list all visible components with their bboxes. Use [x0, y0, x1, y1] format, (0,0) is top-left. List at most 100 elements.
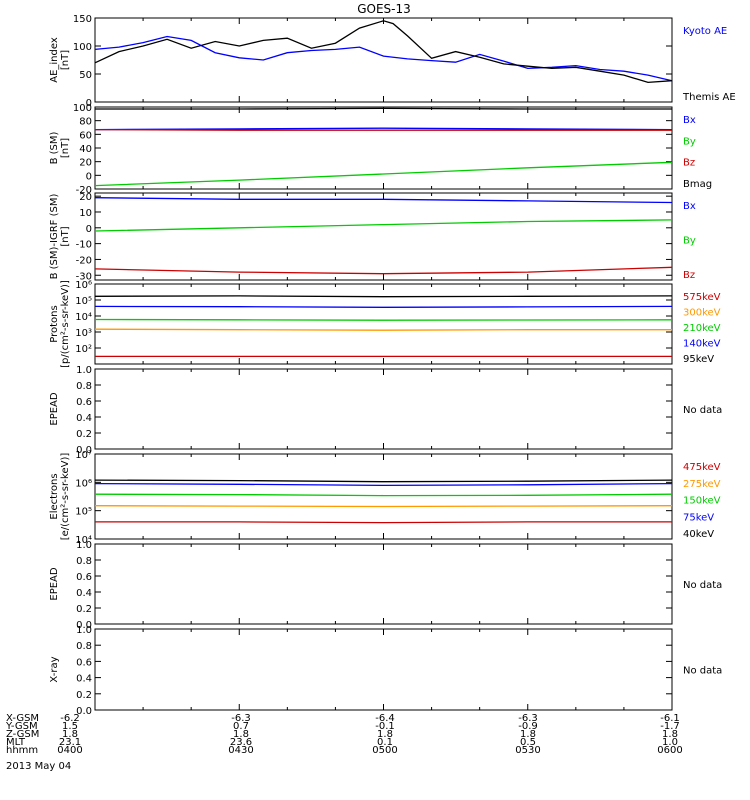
y-tick-label: 80 [79, 117, 92, 128]
series-line [94, 479, 673, 483]
legend-entry: Bz [683, 270, 695, 281]
y-tick-label: 60 [79, 130, 92, 141]
panel-frame [94, 192, 673, 281]
legend-entry: Bx [683, 201, 696, 212]
footer-row-xgsm: X-GSM -6.2 -6.3 -6.4 -6.3 -6.1 [6, 713, 750, 724]
panel-frame [94, 106, 673, 190]
legend-entry: Themis AE [682, 92, 736, 103]
legend-entry: Bx [683, 115, 696, 126]
footer-value: 0530 [515, 745, 541, 756]
footer-label: hhmm [6, 745, 39, 756]
y-tick-label: 50 [79, 70, 92, 81]
series-line [94, 266, 673, 275]
series-line [94, 493, 673, 497]
y-tick-label: 0.6 [76, 397, 92, 408]
footer-value: 0430 [228, 745, 254, 756]
legend-entry: 575keV [683, 292, 721, 303]
footer-value: 1.0 [662, 737, 678, 748]
series-line [94, 197, 673, 204]
footer-row-zgsm: Z-GSM 1.8 1.8 1.8 1.8 1.8 [6, 729, 750, 740]
legend-entry: 210keV [683, 323, 721, 334]
chart-title: GOES-13 [357, 2, 411, 16]
series-line [94, 295, 673, 298]
footer-value: -0.9 [518, 721, 538, 732]
y-axis-label: [e/(cm²-s-sr-keV)] [60, 453, 71, 541]
y-tick-label: 0.4 [76, 588, 92, 599]
series-line [94, 328, 672, 331]
no-data-label: No data [683, 666, 722, 677]
series-line [94, 305, 673, 308]
y-tick-label: 10⁶ [75, 280, 92, 291]
footer-value: -6.3 [518, 713, 538, 724]
footer-value: 0500 [372, 745, 398, 756]
y-tick-label: 1.0 [76, 365, 92, 376]
series-line [94, 20, 673, 84]
panel-frame [94, 628, 673, 711]
legend-entry: 40keV [683, 529, 714, 540]
footer-value: 1.8 [662, 729, 678, 740]
y-tick-label: 10⁴ [75, 312, 92, 323]
legend-entry: 300keV [683, 308, 721, 319]
orbit-footer: X-GSM -6.2 -6.3 -6.4 -6.3 -6.1 Y-GSM 1.5… [6, 713, 750, 800]
y-tick-label: 0.8 [76, 381, 92, 392]
y-tick-label: 0.0 [76, 706, 92, 717]
legend-entry: 150keV [683, 496, 721, 507]
footer-value: 0400 [57, 745, 83, 756]
y-axis-label: Electrons [49, 473, 60, 519]
y-axis-label: B (SM)-IGRF (SM) [49, 194, 60, 280]
footer-row-hhmm: hhmm 0400 0430 0500 0530 0600 [6, 745, 750, 756]
y-axis-label: EPEAD [49, 392, 60, 426]
legend-entry: By [683, 236, 696, 247]
footer-value: 1.8 [233, 729, 249, 740]
y-tick-label: 10⁶ [75, 478, 92, 489]
y-axis-label: Protons [49, 305, 60, 342]
y-tick-label: 0.2 [76, 604, 92, 615]
y-tick-label: 10 [79, 208, 92, 219]
y-tick-label: -10 [76, 240, 92, 251]
y-axis-label: [p/(cm²-s-sr-keV)] [60, 280, 71, 368]
y-tick-label: 10⁵ [75, 296, 92, 307]
footer-row-mlt: MLT 23.1 23.6 0.1 0.5 1.0 [6, 737, 750, 748]
legend-entry: 140keV [683, 339, 721, 350]
footer-value: 0.5 [520, 737, 536, 748]
y-tick-label: 40 [79, 144, 92, 155]
footer-value: 23.6 [229, 737, 253, 748]
y-tick-label: 0.2 [76, 690, 92, 701]
series-line [94, 128, 672, 131]
y-tick-label: 10⁴ [75, 535, 92, 546]
panel-frame [94, 368, 673, 450]
footer-value: -6.3 [231, 713, 251, 724]
panel-frame [94, 543, 673, 625]
series-line [95, 107, 672, 110]
legend-entry: 475keV [683, 462, 721, 473]
footer-label: Z-GSM [6, 729, 40, 740]
y-axis-label: [nT] [60, 50, 71, 70]
legend-entry: 75keV [683, 512, 714, 523]
y-axis-label: EPEAD [49, 567, 60, 601]
footer-value: 0600 [657, 745, 683, 756]
footer-value: 0.1 [377, 737, 393, 748]
legend-entry: Kyoto AE [683, 26, 727, 37]
y-tick-label: 150 [73, 14, 92, 25]
y-tick-label: 0 [86, 224, 92, 235]
y-tick-label: 10³ [75, 328, 92, 339]
y-axis-label: [nT] [60, 226, 71, 246]
y-tick-label: 0.0 [76, 445, 92, 456]
y-tick-label: -30 [76, 271, 92, 282]
footer-value: 1.5 [62, 721, 78, 732]
y-tick-label: 0.0 [76, 620, 92, 631]
y-tick-label: 10⁷ [75, 450, 92, 461]
series-line [94, 161, 673, 187]
no-data-label: No data [683, 580, 722, 591]
y-axis-label: X-ray [49, 656, 60, 682]
footer-date: 2013 May 04 [6, 761, 72, 772]
footer-label: X-GSM [6, 713, 40, 724]
footer-value: -1.7 [660, 721, 680, 732]
y-tick-label: 0.6 [76, 572, 92, 583]
footer-value: 1.8 [62, 729, 78, 740]
y-axis-label: AE_index [49, 37, 60, 83]
footer-label: MLT [6, 737, 25, 748]
series-line [94, 505, 673, 508]
footer-value: -6.2 [60, 713, 80, 724]
